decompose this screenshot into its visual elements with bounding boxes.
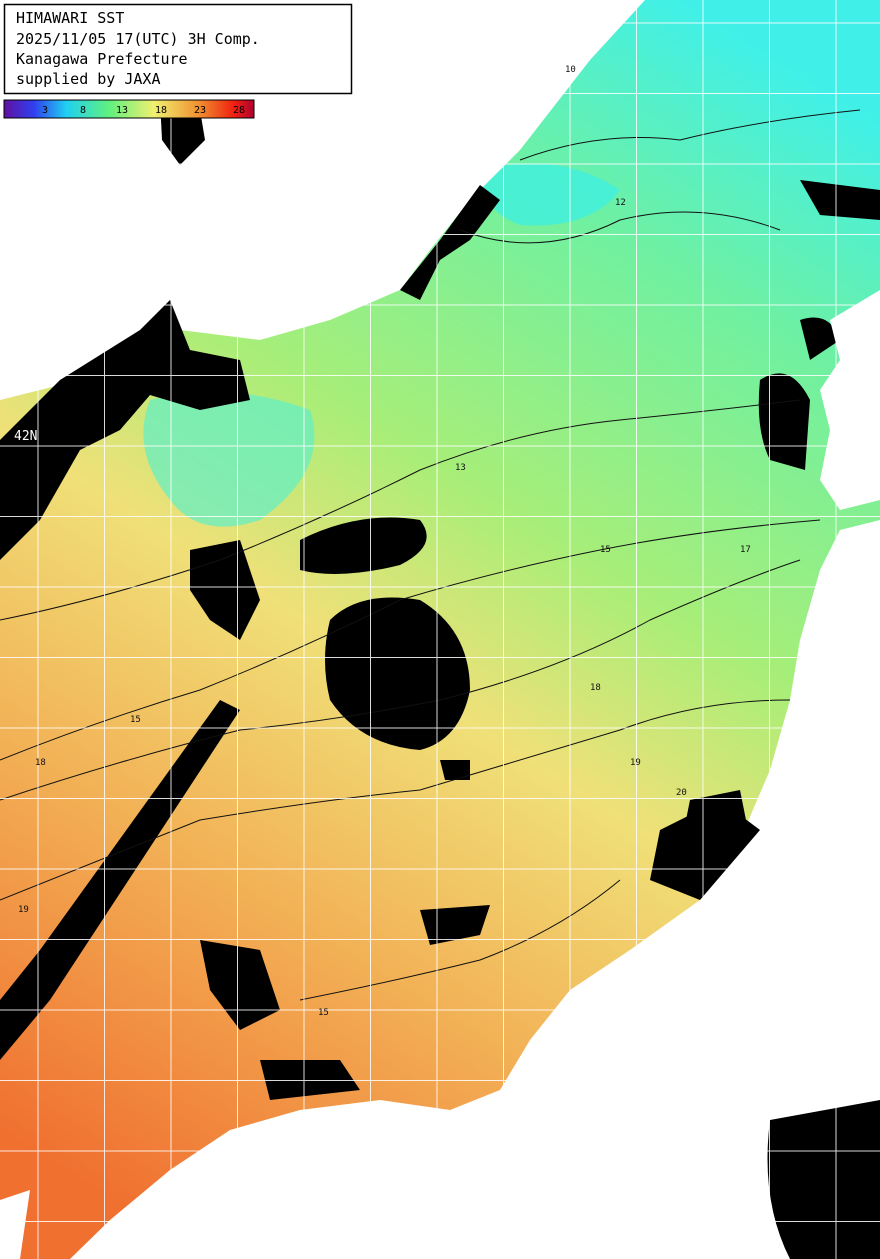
colorbar-label: 13 (116, 105, 128, 116)
header-line: 2025/11/05 17(UTC) 3H Comp. (16, 30, 260, 48)
colorbar-label: 28 (233, 105, 245, 116)
contour-label: 18 (35, 758, 46, 768)
header-line: supplied by JAXA (16, 70, 161, 88)
cold-water (143, 392, 315, 527)
colorbar-label: 8 (80, 105, 86, 116)
contour-label: 10 (565, 65, 576, 75)
colorbar-label: 18 (155, 105, 167, 116)
contour-label: 15 (600, 545, 611, 555)
contour-label: 13 (455, 463, 466, 473)
land (0, 290, 880, 1259)
contour-line (0, 109, 861, 1001)
contour-label: 12 (615, 198, 626, 208)
contour-label: 19 (630, 758, 641, 768)
cloud-mask (650, 800, 880, 1259)
cold-water (480, 163, 620, 226)
colorbar-label: 3 (42, 105, 48, 116)
contour-label: 15 (130, 715, 141, 725)
contour-label: 19 (18, 905, 29, 915)
header-line: Kanagawa Prefecture (16, 50, 188, 68)
contour-label: 15 (318, 1008, 329, 1018)
colorbar-label: 23 (194, 105, 206, 116)
colorbar (3, 99, 255, 119)
header-line: HIMAWARI SST (16, 9, 124, 27)
header-box (3, 3, 353, 95)
contour-label: 20 (676, 788, 687, 798)
contour-label: 17 (740, 545, 751, 555)
contour-label: 18 (590, 683, 601, 693)
latitude-label: 42N (14, 429, 37, 444)
